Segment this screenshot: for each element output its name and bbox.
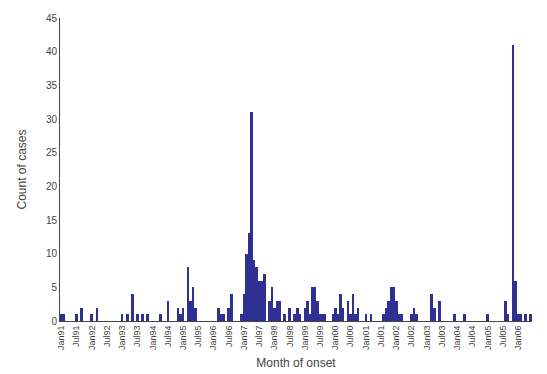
- svg-text:Jul05: Jul05: [498, 326, 508, 348]
- svg-text:Jan05: Jan05: [483, 326, 493, 351]
- svg-text:Jul91: Jul91: [71, 326, 81, 348]
- svg-text:Jul00: Jul00: [345, 326, 355, 348]
- svg-text:Jan94: Jan94: [148, 326, 158, 351]
- svg-text:15: 15: [46, 215, 58, 226]
- svg-text:Jul94: Jul94: [163, 326, 173, 348]
- svg-text:Jan03: Jan03: [422, 326, 432, 351]
- svg-text:Jan06: Jan06: [513, 326, 523, 351]
- svg-text:0: 0: [51, 316, 57, 327]
- svg-text:Jul02: Jul02: [406, 326, 416, 348]
- svg-text:35: 35: [46, 80, 58, 91]
- svg-text:Count of cases: Count of cases: [15, 129, 29, 209]
- svg-text:Month of onset: Month of onset: [256, 356, 336, 370]
- svg-text:Jul03: Jul03: [437, 326, 447, 348]
- svg-text:Jul97: Jul97: [254, 326, 264, 348]
- svg-text:Jan92: Jan92: [87, 326, 97, 351]
- svg-text:5: 5: [51, 282, 57, 293]
- svg-text:Jan99: Jan99: [300, 326, 310, 351]
- svg-text:Jan98: Jan98: [269, 326, 279, 351]
- svg-text:Jul01: Jul01: [376, 326, 386, 348]
- svg-text:Jul93: Jul93: [132, 326, 142, 348]
- svg-text:Jan00: Jan00: [330, 326, 340, 351]
- svg-text:40: 40: [46, 46, 58, 57]
- svg-text:Jan97: Jan97: [239, 326, 249, 351]
- svg-text:Jan02: Jan02: [391, 326, 401, 351]
- svg-text:10: 10: [46, 248, 58, 259]
- svg-text:Jul92: Jul92: [102, 326, 112, 348]
- svg-text:Jul04: Jul04: [467, 326, 477, 348]
- svg-text:Jan93: Jan93: [117, 326, 127, 351]
- svg-text:30: 30: [46, 114, 58, 125]
- svg-text:Jul98: Jul98: [285, 326, 295, 348]
- svg-text:20: 20: [46, 181, 58, 192]
- svg-text:Jul95: Jul95: [193, 326, 203, 348]
- svg-text:25: 25: [46, 147, 58, 158]
- svg-text:Jan91: Jan91: [56, 326, 66, 351]
- svg-text:Jan04: Jan04: [452, 326, 462, 351]
- svg-text:45: 45: [46, 13, 58, 24]
- svg-text:Jan95: Jan95: [178, 326, 188, 351]
- svg-text:Jan96: Jan96: [208, 326, 218, 351]
- svg-text:Jul96: Jul96: [224, 326, 234, 348]
- svg-text:Jul99: Jul99: [315, 326, 325, 348]
- svg-text:Jan01: Jan01: [361, 326, 371, 351]
